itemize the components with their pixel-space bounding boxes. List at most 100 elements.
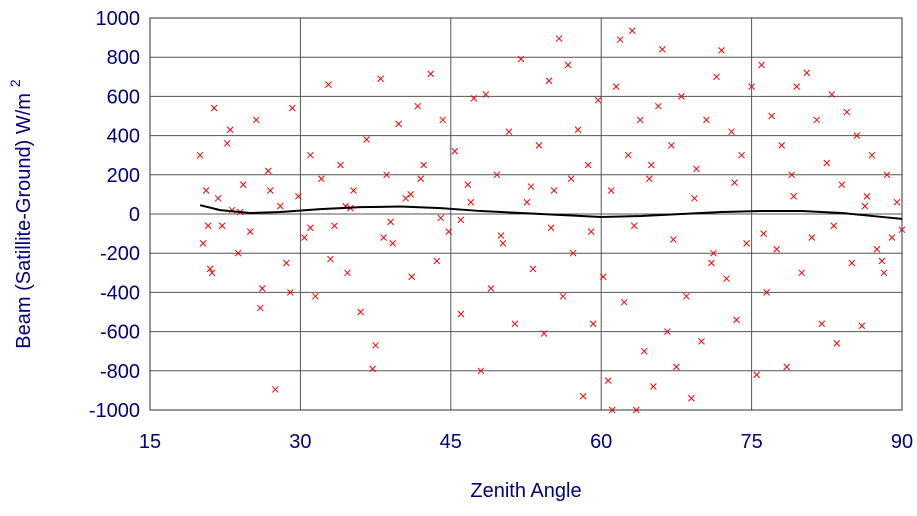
scatter-point (853, 132, 861, 139)
scatter-point (307, 151, 314, 159)
scatter-point (252, 116, 260, 124)
scatter-point (567, 175, 575, 183)
scatter-point (594, 96, 602, 104)
scatter-point (499, 240, 507, 247)
scatter-point (497, 232, 505, 239)
scatter-point (289, 104, 296, 112)
scatter-point (295, 193, 302, 200)
scatter-point (439, 116, 447, 124)
x-tick-label: 15 (139, 431, 161, 453)
scatter-point (753, 371, 760, 379)
plot-border (149, 17, 903, 411)
scatter-point (664, 328, 671, 335)
scatter-point (873, 245, 881, 253)
scatter-point (668, 142, 675, 149)
scatter-point (710, 249, 717, 257)
scatter-point (387, 218, 394, 226)
scatter-point (357, 308, 364, 316)
scatter-point (713, 73, 720, 81)
x-tick-label: 30 (289, 431, 311, 453)
scatter-point (589, 320, 597, 328)
scatter-point (803, 69, 811, 77)
scatter-point (584, 161, 592, 169)
scatter-point (574, 126, 582, 134)
scatter-point (569, 249, 577, 257)
x-axis-label: Zenith Angle (470, 480, 581, 502)
scatter-point (673, 363, 680, 371)
scatter-point (738, 151, 745, 159)
scatter-point (487, 285, 495, 292)
scatter-point (218, 222, 226, 230)
scatter-point (649, 383, 657, 390)
scatter-point (206, 265, 214, 273)
scatter-point (276, 202, 284, 210)
scatter-point (208, 269, 216, 277)
scatter-point (616, 36, 624, 43)
scatter-point (880, 269, 888, 277)
scatter-point (731, 179, 738, 186)
y-tick-label: -600 (100, 322, 140, 344)
scatter-point (226, 126, 234, 134)
scatter-point (607, 187, 615, 194)
scatter-point (778, 142, 786, 149)
scatter-point (893, 198, 901, 206)
scatter-point (395, 120, 403, 128)
scatter-point (420, 161, 428, 169)
scatter-point (760, 230, 767, 237)
scatter-point (861, 202, 869, 210)
scatter-point (350, 187, 357, 194)
scatter-point (433, 257, 441, 265)
y-tick-label: 800 (107, 47, 140, 69)
scatter-point (678, 93, 685, 100)
scatter-point (464, 181, 472, 188)
scatter-point (698, 338, 705, 345)
scatter-point (830, 222, 838, 230)
scatter-point (868, 151, 876, 159)
scatter-point (264, 167, 272, 175)
scatter-point (550, 187, 558, 194)
scatter-point (457, 216, 465, 224)
scatter-point (445, 228, 453, 235)
scatter-point (271, 386, 279, 393)
scatter-point (612, 83, 620, 90)
y-tick-label: 200 (107, 165, 140, 187)
scatter-point (527, 183, 535, 190)
y-tick-label: -800 (100, 361, 140, 383)
scatter-point (517, 55, 525, 63)
scatter-point (535, 142, 543, 149)
scatter-point (407, 191, 415, 198)
scatter-point (451, 147, 459, 155)
scatter-point (246, 228, 254, 235)
y-tick-label: -1000 (89, 400, 140, 422)
scatter-point (523, 198, 531, 206)
scatter-point (813, 116, 821, 124)
y-axis-label-superscript: 2 (7, 79, 23, 87)
scatter-point (417, 175, 425, 183)
scatter-point (239, 181, 247, 188)
scatter-point (467, 198, 475, 206)
scatter-point (773, 245, 781, 253)
x-tick-label: 75 (740, 431, 762, 453)
scatter-point (199, 240, 207, 247)
scatter-point (540, 330, 548, 337)
scatter-point (256, 304, 264, 312)
scatter-point (380, 234, 387, 241)
y-tick-label: 1000 (96, 8, 141, 30)
scatter-point (718, 46, 725, 54)
scatter-point (266, 187, 274, 194)
scatter-point (477, 367, 485, 375)
scatter-point (372, 341, 379, 349)
scatter-point (624, 151, 632, 159)
scatter-point (210, 104, 218, 112)
scatter-point (763, 289, 770, 296)
scatter-point (196, 151, 204, 159)
scatter-point (383, 171, 390, 179)
x-tick-label: 60 (590, 431, 612, 453)
scatter-point (202, 187, 210, 194)
trend-line (199, 204, 903, 220)
scatter-point (748, 83, 755, 90)
scatter-point (408, 273, 416, 281)
scatter-point (878, 257, 886, 265)
scatter-point (402, 194, 410, 202)
